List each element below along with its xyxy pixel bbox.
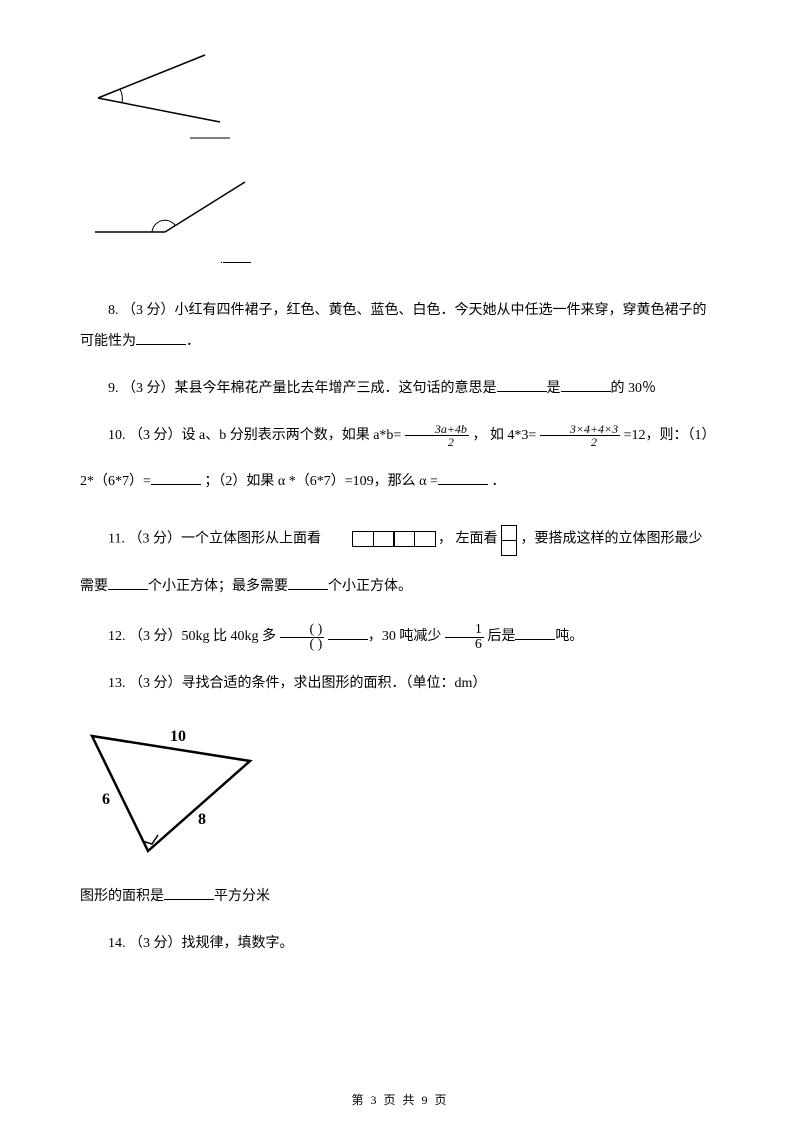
q13-text: 13. （3 分）寻找合适的条件，求出图形的面积．（单位：dm） <box>108 676 486 691</box>
tri-label-6: 6 <box>102 791 110 808</box>
q11-a: 11. （3 分）一个立体图形从上面看 <box>108 532 324 547</box>
q10-blank1 <box>151 469 201 486</box>
q10-frac2: 3×4+4×32 <box>540 423 620 448</box>
question-11-line2: 需要 个小正方体；最多需要 个小正方体。 <box>80 572 720 603</box>
q9-a: 9. （3 分）某县今年棉花产量比去年增产三成．这句话的意思是 <box>108 381 497 396</box>
q12-frac2: 16 <box>445 623 484 652</box>
q10-c: ， 如 4*3= <box>472 428 536 443</box>
question-13-line2: 图形的面积是 平方分米 <box>80 882 720 913</box>
q12-frac1: ( )( ) <box>280 623 325 652</box>
q12-e: 吨。 <box>555 629 583 644</box>
angle-svg-2 <box>80 170 260 250</box>
q9-mid: 是 <box>547 381 561 396</box>
q11-c: ，要搭成这样的立体图形最少 <box>520 532 702 547</box>
top-view-boxes <box>324 524 434 555</box>
page-footer: 第 3 页 共 9 页 <box>0 1091 800 1108</box>
q10-l2c: ． <box>488 474 506 489</box>
triangle-svg: 10 6 8 <box>80 716 280 866</box>
angle2-caption-dot: . <box>220 250 720 266</box>
q12-blank1 <box>328 624 368 641</box>
question-12: 12. （3 分）50kg 比 40kg 多 ( )( ) ，30 吨减少 16… <box>80 622 720 653</box>
q13-blank <box>164 883 214 900</box>
left-view-boxes <box>501 525 517 554</box>
q11-b: ， 左面看 <box>438 532 501 547</box>
question-10-line2: 2*（6*7）= ；（2）如果 α *（6*7）=109，那么 α = ． <box>80 467 720 498</box>
question-10-line1: 10. （3 分）设 a、b 分别表示两个数，如果 a*b= 3a+4b2 ， … <box>80 421 720 452</box>
question-8: 8. （3 分）小红有四件裙子，红色、黄色、蓝色、白色．今天她从中任选一件来穿，… <box>80 296 720 358</box>
q11-blank2 <box>288 573 328 590</box>
angle-figure-2: . <box>80 170 720 266</box>
q11-l2b: 个小正方体；最多需要 <box>148 579 288 594</box>
q11-l2a: 需要 <box>80 579 108 594</box>
question-14: 14. （3 分）找规律，填数字。 <box>80 929 720 960</box>
triangle-figure: 10 6 8 <box>80 716 720 866</box>
q12-a: 12. （3 分）50kg 比 40kg 多 <box>108 629 280 644</box>
q12-blank2 <box>515 624 555 641</box>
angle-svg-1 <box>80 40 250 140</box>
question-13-line1: 13. （3 分）寻找合适的条件，求出图形的面积．（单位：dm） <box>80 669 720 700</box>
angle-figure-1 <box>80 40 720 140</box>
q11-l2c: 个小正方体。 <box>328 579 412 594</box>
q12-d: 后是 <box>487 629 515 644</box>
q10-blank2 <box>438 469 488 486</box>
q9-blank1 <box>497 375 547 392</box>
q10-d: =12，则：（1） <box>624 428 716 443</box>
q9-suffix: 的 30％ <box>611 381 657 396</box>
tri-label-8: 8 <box>198 811 206 828</box>
q11-blank1 <box>108 573 148 590</box>
q12-c: ，30 吨减少 <box>368 629 445 644</box>
question-9: 9. （3 分）某县今年棉花产量比去年增产三成．这句话的意思是 是 的 30％ <box>80 374 720 405</box>
q10-a: 10. （3 分）设 <box>108 428 196 443</box>
q13-l2a: 图形的面积是 <box>80 889 164 904</box>
q9-blank2 <box>561 375 611 392</box>
q10-l2b: ；（2）如果 α *（6*7）=109，那么 α = <box>201 474 438 489</box>
q13-l2b: 平方分米 <box>214 889 270 904</box>
question-11-line1: 11. （3 分）一个立体图形从上面看 ， 左面看 ，要搭成这样的立体图形最少 <box>80 524 720 555</box>
q10-frac1: 3a+4b2 <box>405 423 469 448</box>
tri-label-10: 10 <box>170 728 186 745</box>
q10-l2a: 2*（6*7）= <box>80 474 151 489</box>
q8-suffix: ． <box>186 334 200 349</box>
q8-blank <box>136 328 186 345</box>
q14-text: 14. （3 分）找规律，填数字。 <box>108 936 294 951</box>
q10-b: a、b 分别表示两个数，如果 a*b= <box>199 428 401 443</box>
